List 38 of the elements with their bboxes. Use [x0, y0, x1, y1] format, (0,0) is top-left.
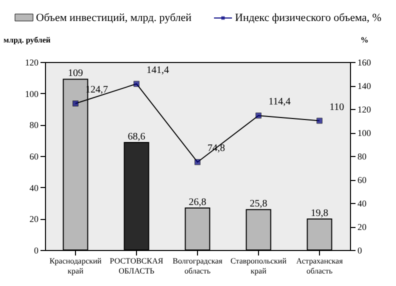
y2-tick-label: 140 [358, 81, 372, 91]
y-tick-label: 120 [25, 58, 39, 68]
y-tick-label: 60 [30, 152, 39, 162]
y2-tick-label: 100 [358, 128, 372, 138]
data-label: 68,6 [128, 132, 146, 143]
point [134, 80, 140, 87]
point [316, 118, 322, 124]
y-axis-title: млрд. рублей [4, 36, 51, 44]
y-tick-label: 40 [30, 182, 39, 193]
point [194, 159, 200, 166]
point [72, 100, 78, 106]
y2-tick-label: 40 [358, 198, 367, 208]
data-label: 19,8 [310, 208, 328, 219]
y2-tick-label: 0 [358, 246, 362, 256]
data-label: 26,8 [188, 197, 206, 208]
data-label: 141,4 [146, 64, 169, 76]
y2-axis-title: % [360, 36, 368, 44]
legend-label: Объем инвестиций, млрд. рублей [36, 12, 192, 24]
y2-tick-label: 160 [358, 58, 372, 68]
y-tick-label: 20 [30, 214, 39, 224]
legend-label: Индекс физического объема, % [235, 12, 382, 24]
y2-tick-label: 80 [358, 152, 367, 162]
data-label: 114,4 [268, 96, 291, 108]
data-label: 109 [68, 68, 83, 80]
x-tick-label: Ставропольский край [230, 256, 288, 276]
x-tick-label: РОСТОВСКАЯ ОБЛАСТЬ [110, 256, 164, 276]
x-tick-label: Краснодарский край [49, 256, 102, 276]
y2-tick-label: 20 [358, 222, 367, 232]
data-label: 110 [330, 102, 344, 113]
y2-tick-label: 120 [358, 104, 372, 114]
x-tick-label: Волгоградская область [172, 256, 223, 276]
x-tick-label: Астраханская область [296, 256, 344, 276]
y-tick-label: 80 [30, 120, 39, 130]
y2-tick-label: 60 [358, 175, 367, 185]
data-label: 25,8 [250, 198, 268, 210]
y-tick-label: 100 [25, 88, 39, 99]
point [256, 112, 262, 119]
y-tick-label: 0 [34, 246, 39, 256]
